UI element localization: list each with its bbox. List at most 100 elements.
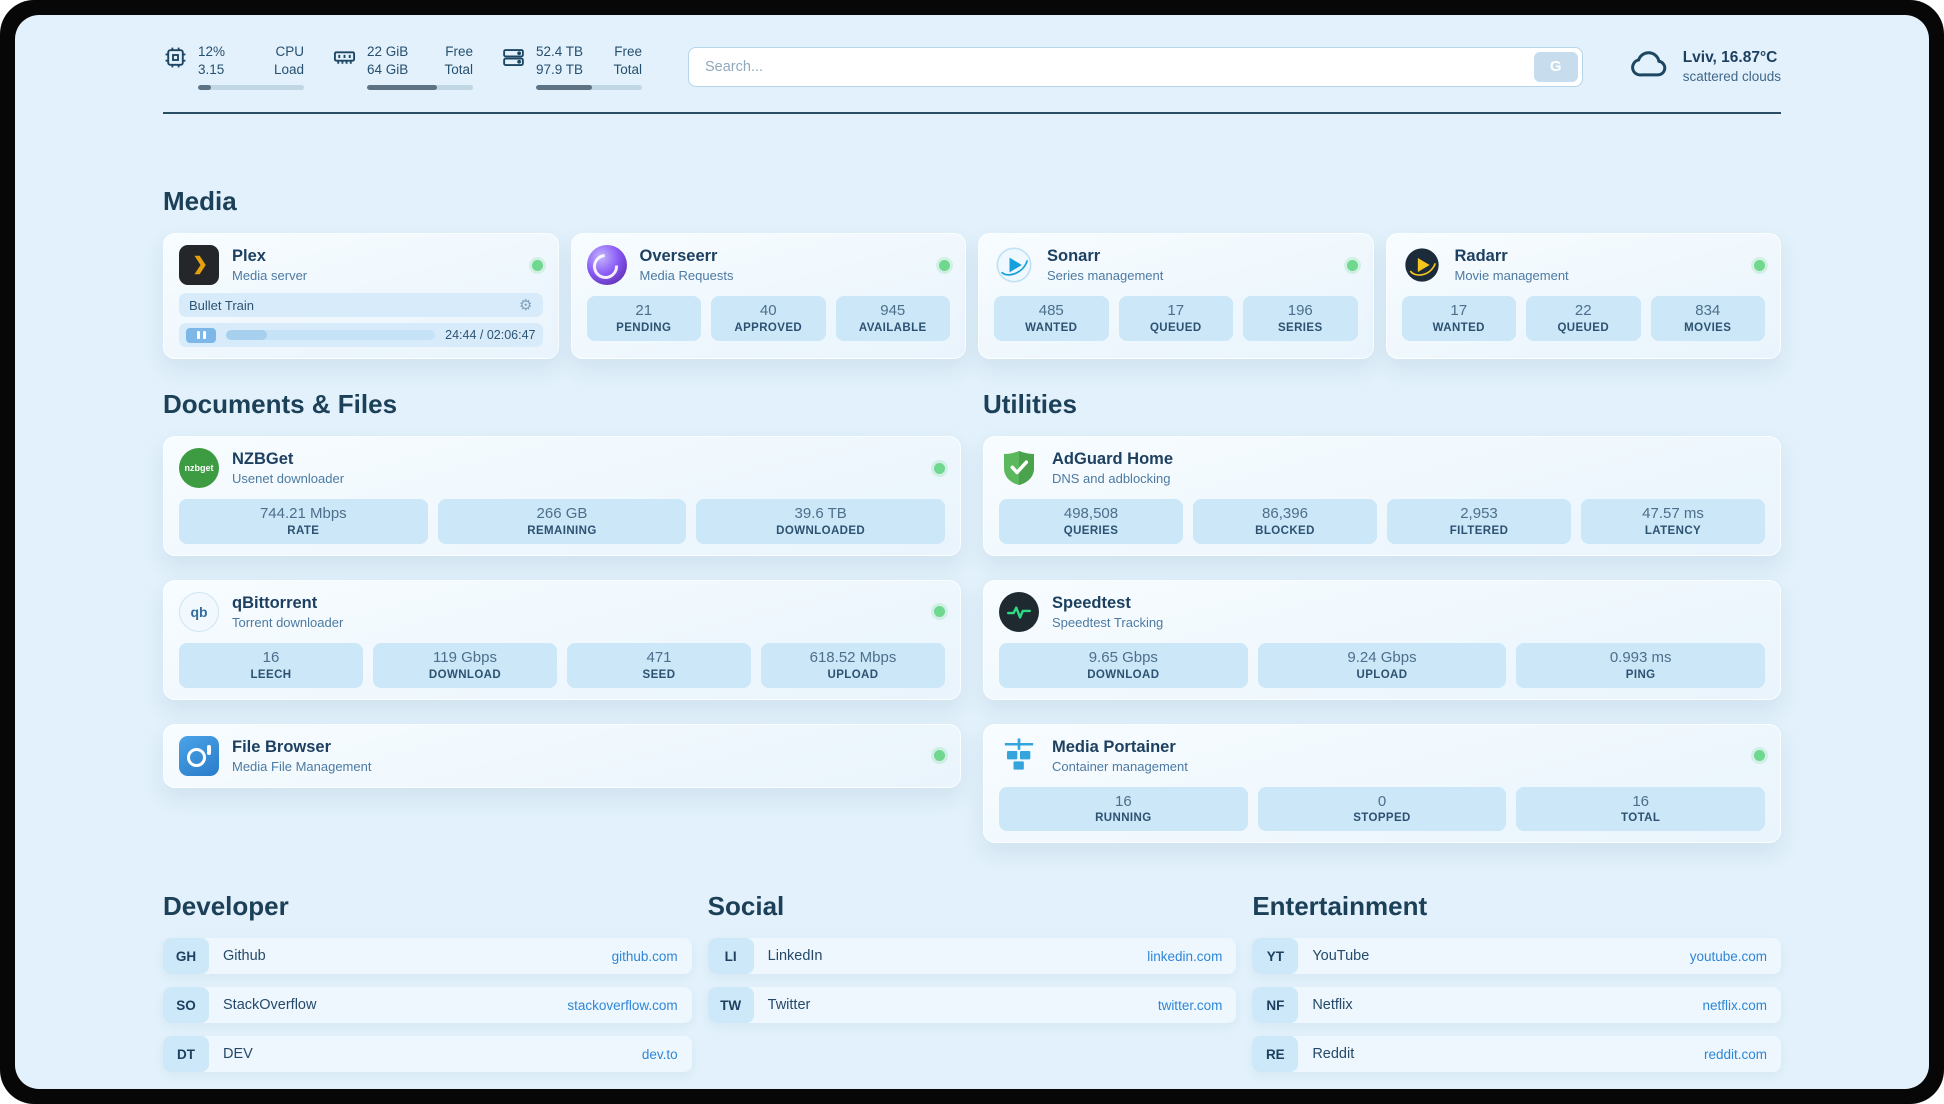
service-titles: File Browser Media File Management bbox=[232, 738, 371, 774]
service-card-speedtest[interactable]: Speedtest Speedtest Tracking 9.65 Gbps DO… bbox=[983, 579, 1781, 700]
service-titles: Sonarr Series management bbox=[1047, 247, 1163, 283]
service-card-overseerr[interactable]: Overseerr Media Requests 21 PENDING 40 APP… bbox=[570, 233, 966, 359]
stat-value: 471 bbox=[646, 648, 672, 666]
playback-progress-fill bbox=[226, 330, 267, 340]
bookmark-github[interactable]: GH Github github.com bbox=[163, 938, 692, 975]
disk-monitor: 52.4 TB Free 97.9 TB Total bbox=[501, 43, 642, 90]
service-card-qbittorrent[interactable]: qb qBittorrent Torrent downloader 16 LEEC… bbox=[163, 579, 961, 700]
bookmark-name: YouTube bbox=[1312, 948, 1370, 965]
stat-tile: 498,508 QUERIES bbox=[999, 499, 1183, 544]
section-title-media: Media bbox=[163, 186, 237, 216]
overseerr-logo-icon bbox=[586, 245, 627, 285]
section-social: Social LI LinkedIn linkedin.com TW Twitt… bbox=[707, 891, 1237, 1072]
cpu-label: CPU bbox=[275, 44, 304, 60]
adguard-logo-icon bbox=[999, 448, 1039, 488]
service-name: AdGuard Home bbox=[1052, 450, 1174, 468]
stat-label: QUEUED bbox=[1557, 321, 1610, 334]
bookmark-name: Twitter bbox=[767, 997, 811, 1014]
stat-value: 196 bbox=[1287, 302, 1313, 319]
status-online-dot bbox=[939, 259, 950, 271]
stat-value: 9.65 Gbps bbox=[1088, 648, 1158, 666]
stat-tile: 22 QUEUED bbox=[1526, 296, 1641, 341]
status-online-dot bbox=[531, 259, 543, 271]
stat-value: 40 bbox=[759, 302, 777, 319]
service-card-plex[interactable]: Plex Media server Bullet Train ⚙ bbox=[163, 233, 559, 359]
stat-tile: 16 LEECH bbox=[179, 642, 363, 688]
stat-tile: 0 STOPPED bbox=[1257, 786, 1507, 832]
speedtest-logo-icon bbox=[999, 591, 1039, 632]
service-name: Media Portainer bbox=[1052, 737, 1176, 756]
bookmark-url: github.com bbox=[611, 948, 678, 964]
hard-disk-icon bbox=[501, 43, 526, 70]
stat-value: 17 bbox=[1450, 302, 1468, 319]
service-card-portainer[interactable]: Media Portainer Container management 16 R… bbox=[983, 723, 1781, 844]
stat-tile: 266 GB REMAINING bbox=[437, 499, 687, 544]
bookmark-reddit[interactable]: RE Reddit reddit.com bbox=[1252, 1036, 1781, 1073]
search-engine-button[interactable]: G bbox=[1533, 51, 1578, 82]
stat-label: BLOCKED bbox=[1255, 524, 1315, 537]
stat-tile: 9.65 Gbps DOWNLOAD bbox=[999, 642, 1248, 688]
stat-value: 834 bbox=[1695, 302, 1721, 319]
stat-tile: 86,396 BLOCKED bbox=[1193, 499, 1377, 544]
stat-value: 744.21 Mbps bbox=[259, 505, 347, 522]
qbittorrent-logo-icon: qb bbox=[179, 591, 219, 632]
service-card-nzbget[interactable]: nzbget NZBGet Usenet downloader 744.21 M… bbox=[163, 436, 961, 556]
bookmark-url: dev.to bbox=[641, 1046, 678, 1062]
stat-tile: 17 WANTED bbox=[1401, 296, 1516, 341]
stat-tile: 16 TOTAL bbox=[1516, 786, 1765, 832]
stat-label: REMAINING bbox=[527, 524, 597, 537]
gear-icon[interactable]: ⚙ bbox=[519, 296, 533, 314]
cpu-progress-bar bbox=[198, 84, 304, 90]
service-card-adguard[interactable]: AdGuard Home DNS and adblocking 498,508 Q… bbox=[983, 436, 1781, 556]
status-online-dot bbox=[934, 750, 945, 761]
bookmark-twitter[interactable]: TW Twitter twitter.com bbox=[707, 987, 1237, 1024]
stat-tile: 485 WANTED bbox=[994, 296, 1109, 341]
stat-tile: 40 APPROVED bbox=[711, 296, 826, 341]
section-title-developer: Developer bbox=[163, 891, 289, 922]
status-online-dot bbox=[1346, 259, 1358, 271]
cloud-icon bbox=[1629, 43, 1671, 90]
stat-value: 22 bbox=[1574, 302, 1592, 319]
bookmark-name: Reddit bbox=[1312, 1046, 1355, 1063]
stat-value: 16 bbox=[1114, 792, 1132, 810]
section-title-documents: Documents & Files bbox=[163, 389, 398, 419]
stat-label: UPLOAD bbox=[1356, 668, 1408, 681]
cpu-monitor: 12% CPU 3.15 Load bbox=[163, 43, 304, 90]
stat-value: 119 Gbps bbox=[433, 648, 497, 666]
bookmark-linkedin[interactable]: LI LinkedIn linkedin.com bbox=[707, 938, 1237, 975]
search-input[interactable] bbox=[688, 46, 1583, 87]
service-subtitle: DNS and adblocking bbox=[1052, 471, 1171, 486]
nzbget-logo-text: nzbget bbox=[184, 463, 214, 473]
status-online-dot bbox=[934, 462, 945, 474]
service-card-sonarr[interactable]: Sonarr Series management 485 WANTED 17 QUE… bbox=[978, 233, 1374, 359]
youtube-icon: YT bbox=[1252, 938, 1299, 975]
bookmark-netflix[interactable]: NF Netflix netflix.com bbox=[1252, 987, 1781, 1024]
service-name: Radarr bbox=[1454, 247, 1508, 265]
stat-tile: 744.21 Mbps RATE bbox=[179, 499, 428, 544]
bookmark-url: reddit.com bbox=[1703, 1046, 1767, 1062]
stat-value: 47.57 ms bbox=[1642, 505, 1704, 522]
service-subtitle: Speedtest Tracking bbox=[1052, 614, 1164, 630]
service-titles: AdGuard Home DNS and adblocking bbox=[1052, 450, 1173, 486]
now-playing-title: Bullet Train bbox=[189, 297, 255, 313]
weather-widget[interactable]: Lviv, 16.87°C scattered clouds bbox=[1629, 43, 1781, 90]
service-card-radarr[interactable]: Radarr Movie management 17 WANTED 22 QUEUE… bbox=[1385, 233, 1781, 359]
stat-value: 17 bbox=[1167, 302, 1185, 319]
cpu-usage-value: 12% bbox=[198, 44, 226, 60]
plex-logo-icon bbox=[179, 245, 219, 285]
disk-total-value: 97.9 TB bbox=[536, 62, 584, 77]
stat-tile: 47.57 ms LATENCY bbox=[1581, 499, 1765, 544]
playback-progress-bar[interactable] bbox=[226, 330, 436, 340]
netflix-icon: NF bbox=[1252, 987, 1299, 1024]
stat-label: PING bbox=[1625, 668, 1656, 681]
service-card-filebrowser[interactable]: File Browser Media File Management bbox=[163, 723, 961, 788]
bookmark-dev[interactable]: DT DEV dev.to bbox=[163, 1036, 692, 1073]
stat-value: 945 bbox=[880, 302, 906, 319]
playback-time: 24:44 / 02:06:47 bbox=[445, 328, 536, 342]
bookmark-youtube[interactable]: YT YouTube youtube.com bbox=[1252, 938, 1781, 975]
pause-button[interactable] bbox=[186, 327, 216, 343]
bookmark-stackoverflow[interactable]: SO StackOverflow stackoverflow.com bbox=[163, 987, 692, 1024]
now-playing-progress-row: 24:44 / 02:06:47 bbox=[179, 323, 543, 347]
section-title-entertainment: Entertainment bbox=[1252, 891, 1428, 922]
service-name: Plex bbox=[232, 247, 266, 265]
